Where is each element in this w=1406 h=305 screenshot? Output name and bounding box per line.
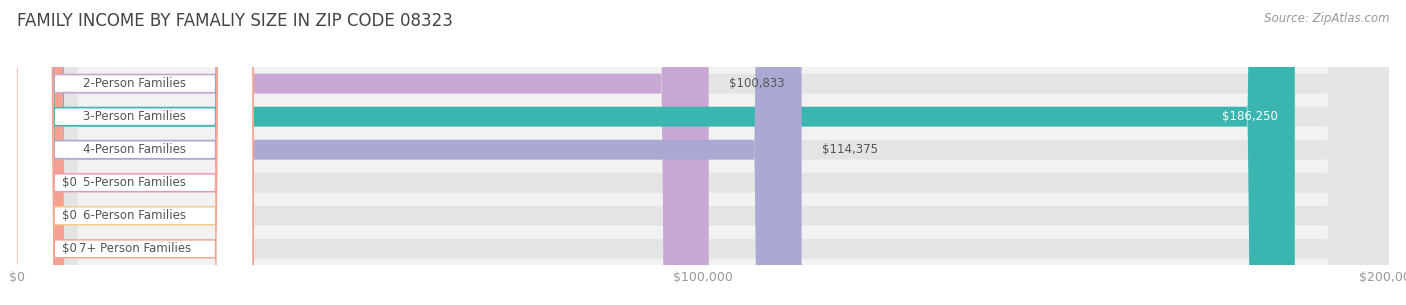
FancyBboxPatch shape (17, 0, 709, 305)
FancyBboxPatch shape (17, 0, 1389, 305)
FancyBboxPatch shape (17, 0, 253, 305)
Text: Source: ZipAtlas.com: Source: ZipAtlas.com (1264, 12, 1389, 25)
Text: 2-Person Families: 2-Person Families (83, 77, 187, 90)
FancyBboxPatch shape (17, 0, 253, 305)
FancyBboxPatch shape (0, 0, 65, 305)
FancyBboxPatch shape (17, 0, 1389, 305)
Bar (17, 100, 1389, 133)
Text: 6-Person Families: 6-Person Families (83, 209, 187, 222)
FancyBboxPatch shape (17, 0, 1389, 305)
Bar (17, 67, 1389, 100)
FancyBboxPatch shape (0, 0, 65, 305)
FancyBboxPatch shape (17, 0, 253, 305)
FancyBboxPatch shape (17, 0, 1389, 305)
Text: 3-Person Families: 3-Person Families (83, 110, 187, 123)
FancyBboxPatch shape (17, 0, 1389, 305)
Text: 7+ Person Families: 7+ Person Families (79, 242, 191, 255)
Text: $114,375: $114,375 (823, 143, 879, 156)
Bar (17, 133, 1389, 166)
Bar (17, 166, 1389, 199)
Text: 4-Person Families: 4-Person Families (83, 143, 187, 156)
FancyBboxPatch shape (17, 0, 1389, 305)
Bar (17, 199, 1389, 232)
FancyBboxPatch shape (0, 0, 65, 305)
FancyBboxPatch shape (17, 0, 1295, 305)
Text: $100,833: $100,833 (730, 77, 785, 90)
Text: FAMILY INCOME BY FAMALIY SIZE IN ZIP CODE 08323: FAMILY INCOME BY FAMALIY SIZE IN ZIP COD… (17, 12, 453, 30)
FancyBboxPatch shape (17, 0, 801, 305)
Text: $186,250: $186,250 (1222, 110, 1278, 123)
Text: $0: $0 (62, 176, 77, 189)
Text: $0: $0 (62, 209, 77, 222)
Text: 5-Person Families: 5-Person Families (83, 176, 187, 189)
FancyBboxPatch shape (17, 0, 253, 305)
FancyBboxPatch shape (17, 0, 253, 305)
FancyBboxPatch shape (17, 0, 253, 305)
Text: $0: $0 (62, 242, 77, 255)
Bar (17, 232, 1389, 265)
